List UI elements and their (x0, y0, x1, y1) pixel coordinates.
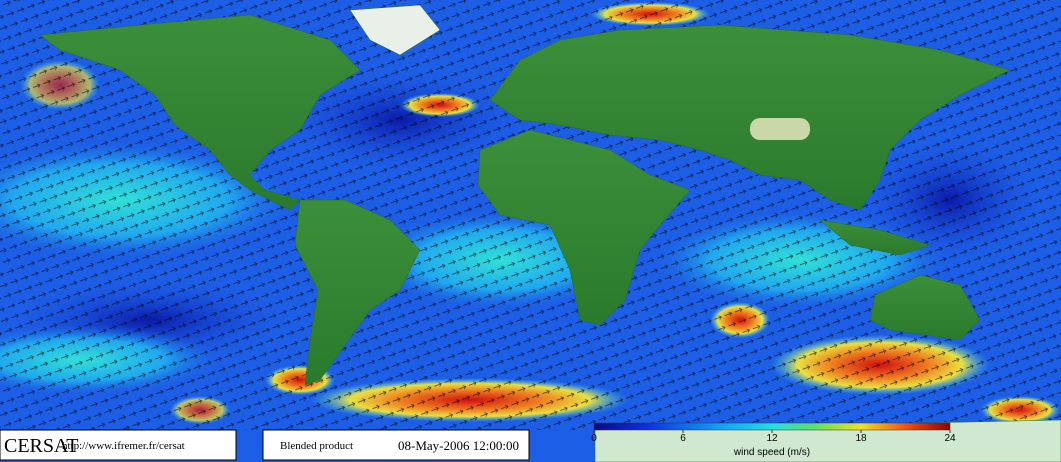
footer: CERSAT http://www.ifremer.fr/cersat Blen… (0, 429, 530, 461)
product: Blended product (280, 440, 353, 452)
colorbar-tick-label: 12 (766, 433, 778, 444)
credit-url: http://www.ifremer.fr/cersat (62, 440, 185, 452)
colorbar-tick-label: 6 (680, 433, 686, 444)
continents (39, 4, 1061, 462)
plateau (750, 118, 810, 140)
colorbar-scale (593, 422, 951, 431)
colorbar: wind speed (m/s) 0 6 12 18 24 (591, 422, 956, 458)
product-box (262, 429, 530, 461)
colorbar-label: wind speed (m/s) (733, 447, 810, 458)
timestamp: 08-May-2006 12:00:00 (398, 438, 519, 453)
colorbar-tick-label: 24 (944, 433, 956, 444)
colorbar-tick-label: 18 (855, 433, 867, 444)
credit-box (0, 429, 237, 461)
colorbar-tick-label: 0 (591, 433, 597, 444)
credit-name: CERSAT (4, 435, 78, 457)
